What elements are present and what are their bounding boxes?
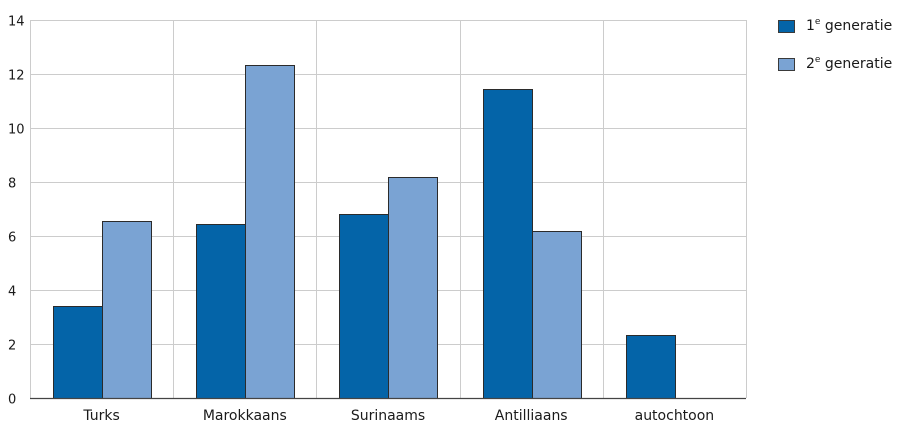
legend-label-word: generatie — [824, 18, 893, 34]
y-tick-label: 0 — [8, 393, 16, 408]
x-category-label: Marokkaans — [203, 408, 287, 424]
x-category-label: Turks — [82, 408, 119, 424]
y-tick-label: 2 — [8, 339, 16, 354]
chart-legend: 1e generatie 2e generatie — [778, 16, 901, 92]
bar-2e-generatie-antilliaans — [532, 231, 582, 399]
bar-1e-generatie-antilliaans — [483, 89, 533, 399]
bar-1e-generatie-marokkaans — [196, 224, 246, 399]
bar-1e-generatie-autochtoon — [626, 335, 676, 399]
y-tick-label: 10 — [8, 123, 25, 138]
chart-labels: 0 2 4 6 8 10 12 14 Turks Marokkaans Surinaams Antil… — [8, 15, 714, 425]
legend-label-suffix: e — [814, 55, 821, 65]
y-tick-label: 8 — [8, 177, 16, 192]
legend-label-number: 2 — [806, 56, 815, 72]
bar-1e-generatie-turks — [53, 306, 103, 399]
y-tick-label: 14 — [8, 15, 25, 30]
legend-item-2e-generatie: 2e generatie — [778, 54, 901, 76]
legend-label-number: 1 — [806, 18, 815, 34]
x-category-label: autochtoon — [635, 408, 715, 424]
bar-2e-generatie-surinaams — [388, 177, 438, 399]
bar-2e-generatie-marokkaans — [245, 65, 295, 399]
legend-swatch-1e-generatie — [778, 20, 795, 33]
bar-1e-generatie-surinaams — [339, 214, 389, 399]
legend-label-1e-generatie: 1e generatie — [806, 16, 892, 36]
legend-label-suffix: e — [814, 17, 821, 27]
x-category-label: Antilliaans — [495, 408, 568, 424]
bar-2e-generatie-turks — [102, 221, 152, 399]
chart-bars — [53, 65, 676, 399]
x-category-label: Surinaams — [351, 408, 425, 424]
y-tick-label: 6 — [8, 231, 16, 246]
legend-label-word: generatie — [824, 56, 893, 72]
legend-swatch-2e-generatie — [778, 58, 795, 71]
y-tick-label: 12 — [8, 69, 25, 84]
legend-label-2e-generatie: 2e generatie — [806, 54, 892, 74]
legend-item-1e-generatie: 1e generatie — [778, 16, 901, 38]
y-tick-label: 4 — [8, 285, 16, 300]
